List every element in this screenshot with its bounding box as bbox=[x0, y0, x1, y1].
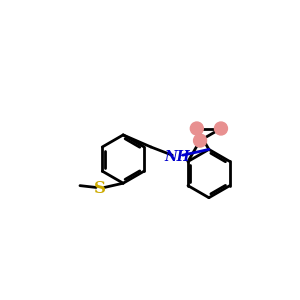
Circle shape bbox=[214, 122, 227, 135]
Circle shape bbox=[190, 122, 203, 135]
Text: S: S bbox=[94, 179, 106, 197]
Text: NH: NH bbox=[165, 150, 190, 164]
Circle shape bbox=[194, 134, 206, 147]
